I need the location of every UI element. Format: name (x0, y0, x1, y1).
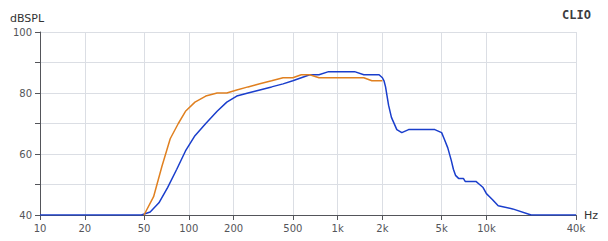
svg-text:40k: 40k (567, 223, 586, 234)
svg-text:10: 10 (34, 223, 47, 234)
svg-text:Hz: Hz (584, 209, 598, 222)
svg-text:200: 200 (224, 223, 243, 234)
svg-text:dBSPL: dBSPL (10, 12, 45, 25)
svg-text:20: 20 (78, 223, 91, 234)
svg-text:10k: 10k (477, 223, 496, 234)
svg-text:50: 50 (138, 223, 151, 234)
svg-text:100: 100 (13, 27, 32, 38)
svg-text:CLIO: CLIO (562, 8, 591, 22)
svg-text:5k: 5k (436, 223, 448, 234)
svg-text:2k: 2k (376, 223, 388, 234)
svg-text:100: 100 (179, 223, 198, 234)
svg-text:500: 500 (283, 223, 302, 234)
svg-text:80: 80 (19, 88, 32, 99)
svg-text:40: 40 (19, 210, 32, 221)
svg-text:60: 60 (19, 149, 32, 160)
svg-text:1k: 1k (332, 223, 344, 234)
